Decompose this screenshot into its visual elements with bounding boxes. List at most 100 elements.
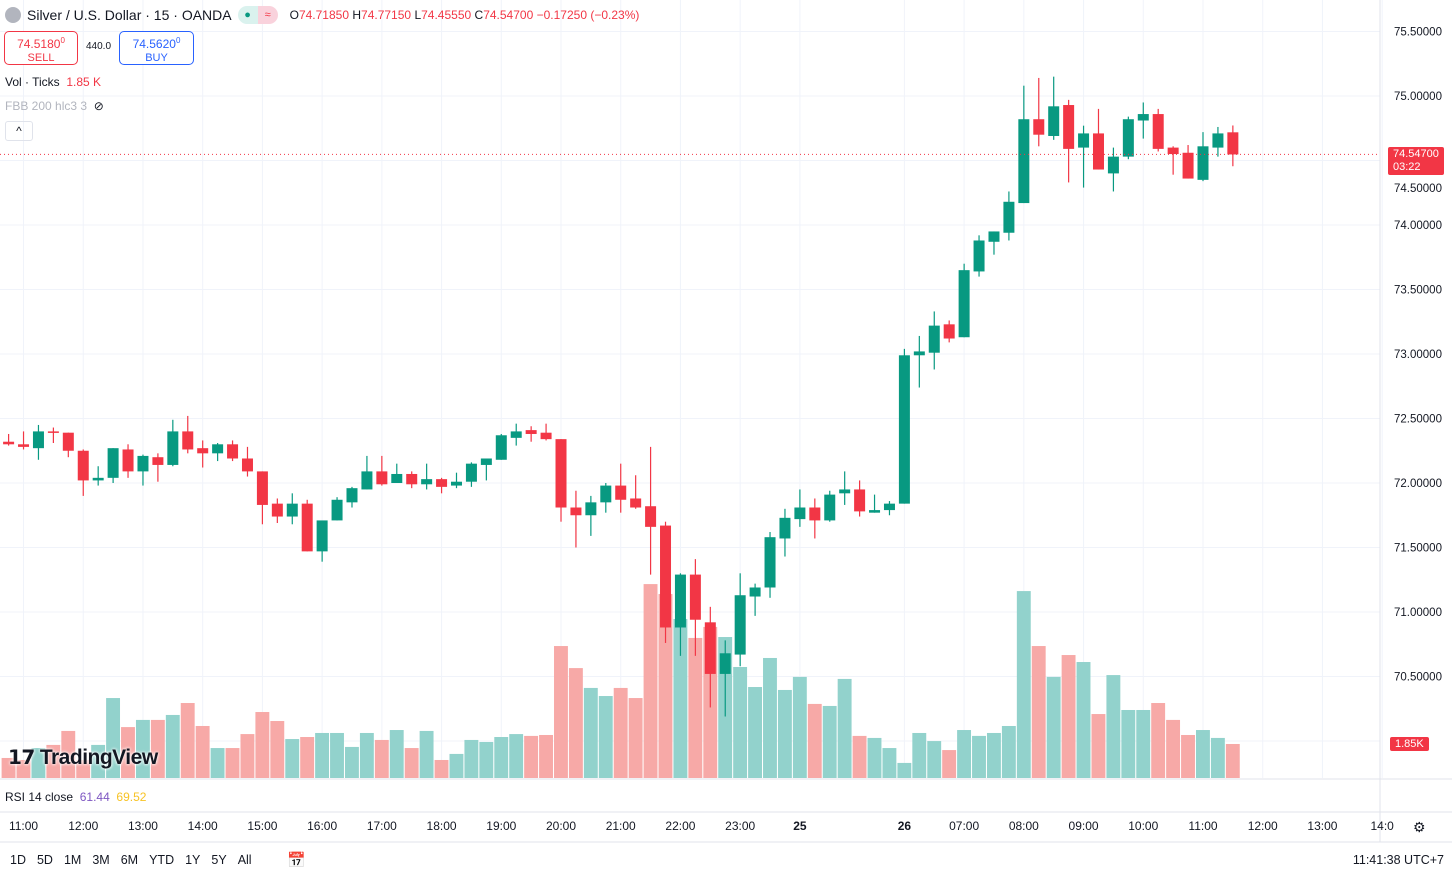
volume-bar	[568, 668, 583, 778]
volume-bar	[1031, 646, 1046, 778]
volume-bar	[1225, 743, 1240, 778]
candle-body	[869, 510, 881, 513]
delayed-data-icon: ≈	[257, 6, 278, 24]
goto-date-calendar-icon[interactable]: 📅	[287, 852, 306, 869]
time-axis-label: 16:00	[307, 819, 338, 833]
candle-body	[839, 489, 851, 494]
volume-bar	[509, 734, 524, 778]
collapse-legend-button[interactable]: ^	[5, 121, 33, 141]
range-1m[interactable]: 1M	[63, 853, 82, 867]
candle-body	[1227, 132, 1239, 155]
current-price-value: 74.54700	[1393, 148, 1439, 160]
time-axis-label: 11:00	[1188, 819, 1218, 833]
rsi-legend[interactable]: RSI 14 close 61.44 69.52	[5, 790, 146, 804]
symbol-title[interactable]: Silver / U.S. Dollar · 15 · OANDA	[27, 7, 232, 23]
candle-body	[256, 471, 268, 505]
time-axis-label: 15:00	[247, 819, 278, 833]
candle-body	[301, 503, 313, 552]
fbb-legend[interactable]: FBB 200 hlc3 3 ⊘	[5, 99, 104, 113]
volume-bar	[777, 689, 792, 778]
volume-bar	[1166, 719, 1181, 778]
volume-bar	[1061, 655, 1076, 778]
current-price-tag: 74.54700 03:22	[1388, 147, 1444, 175]
volume-bar	[195, 725, 210, 778]
volume-bar	[240, 734, 255, 778]
volume-bar	[554, 646, 568, 778]
buy-button[interactable]: 74.56200 BUY	[119, 31, 194, 65]
volume-bar	[479, 741, 494, 778]
candle-body	[1092, 133, 1104, 170]
range-ytd[interactable]: YTD	[149, 853, 175, 867]
candle-body	[406, 473, 418, 485]
volume-legend-value: 1.85 K	[66, 75, 102, 89]
time-axis-label: 13:00	[127, 819, 158, 833]
time-axis-label: 13:00	[1307, 819, 1338, 833]
price-axis-label: 73.50000	[1394, 285, 1442, 297]
volume-bar	[270, 721, 285, 778]
volume-bar	[255, 712, 270, 778]
price-axis-label: 75.00000	[1394, 91, 1442, 103]
volume-bar	[658, 594, 673, 778]
price-axis-label: 75.50000	[1394, 27, 1442, 39]
candle-body	[286, 503, 298, 517]
candle-body	[361, 471, 373, 490]
candle-body	[77, 450, 89, 481]
time-axis-label: 25	[793, 819, 807, 833]
market-status-badge[interactable]: ● ≈	[237, 6, 278, 24]
volume-bar	[389, 730, 404, 778]
candle-body	[465, 463, 477, 482]
candle-body	[913, 351, 925, 356]
volume-bar	[763, 657, 777, 778]
volume-bar	[927, 741, 942, 778]
time-axis-label: 08:00	[1008, 819, 1039, 833]
tradingview-logo[interactable]: 𝟭𝟳 TradingView	[8, 745, 158, 770]
volume-bar	[374, 739, 389, 778]
price-axis-label: 72.00000	[1394, 478, 1442, 490]
volume-bar	[583, 687, 598, 778]
candle-body	[585, 502, 597, 516]
volume-tag: 1.85K	[1390, 737, 1429, 751]
settings-gear-icon[interactable]: ⚙	[1413, 819, 1426, 835]
candle-body	[495, 435, 507, 460]
candle-body	[451, 481, 462, 486]
candle-body	[1048, 106, 1060, 136]
silver-symbol-icon	[5, 7, 21, 23]
volume-bar	[210, 748, 225, 778]
candle-body	[376, 471, 388, 485]
volume-legend-label: Vol · Ticks	[5, 75, 60, 89]
candle-body	[1212, 133, 1224, 148]
clock[interactable]: 11:41:38 UTC+7	[1352, 853, 1444, 867]
hidden-eye-icon[interactable]: ⊘	[93, 99, 104, 113]
volume-bar	[285, 739, 300, 778]
range-6m[interactable]: 6M	[120, 853, 139, 867]
candle-body	[809, 507, 821, 521]
candle-body	[1137, 114, 1149, 121]
candle-body	[973, 240, 985, 272]
range-all[interactable]: All	[237, 853, 252, 867]
volume-bar	[673, 619, 688, 778]
candle-body	[570, 507, 582, 516]
volume-bar	[613, 687, 628, 778]
volume-bar	[822, 705, 837, 778]
volume-bar	[524, 735, 539, 778]
candle-body	[689, 574, 701, 620]
time-axis-label: 12:00	[68, 819, 99, 833]
volume-legend[interactable]: Vol · Ticks 1.85 K	[5, 75, 101, 89]
candle-body	[1063, 105, 1075, 149]
fbb-legend-label: FBB 200 hlc3 3	[5, 99, 88, 113]
candle-body	[630, 498, 642, 508]
sell-button[interactable]: 74.51800 SELL	[4, 31, 78, 65]
volume-bar	[449, 753, 464, 778]
range-1d[interactable]: 1D	[10, 853, 26, 867]
range-3m[interactable]: 3M	[92, 853, 110, 867]
range-5d[interactable]: 5D	[36, 853, 53, 867]
candle-body	[660, 525, 672, 628]
volume-bar	[180, 703, 195, 778]
range-1y[interactable]: 1Y	[185, 853, 201, 867]
range-5y[interactable]: 5Y	[211, 853, 227, 867]
candle-body	[854, 489, 866, 512]
ohlc-values: O74.71850 H74.77150 L74.45550 C74.54700 …	[289, 8, 640, 22]
volume-bar	[598, 696, 613, 778]
volume-bar	[315, 732, 330, 778]
